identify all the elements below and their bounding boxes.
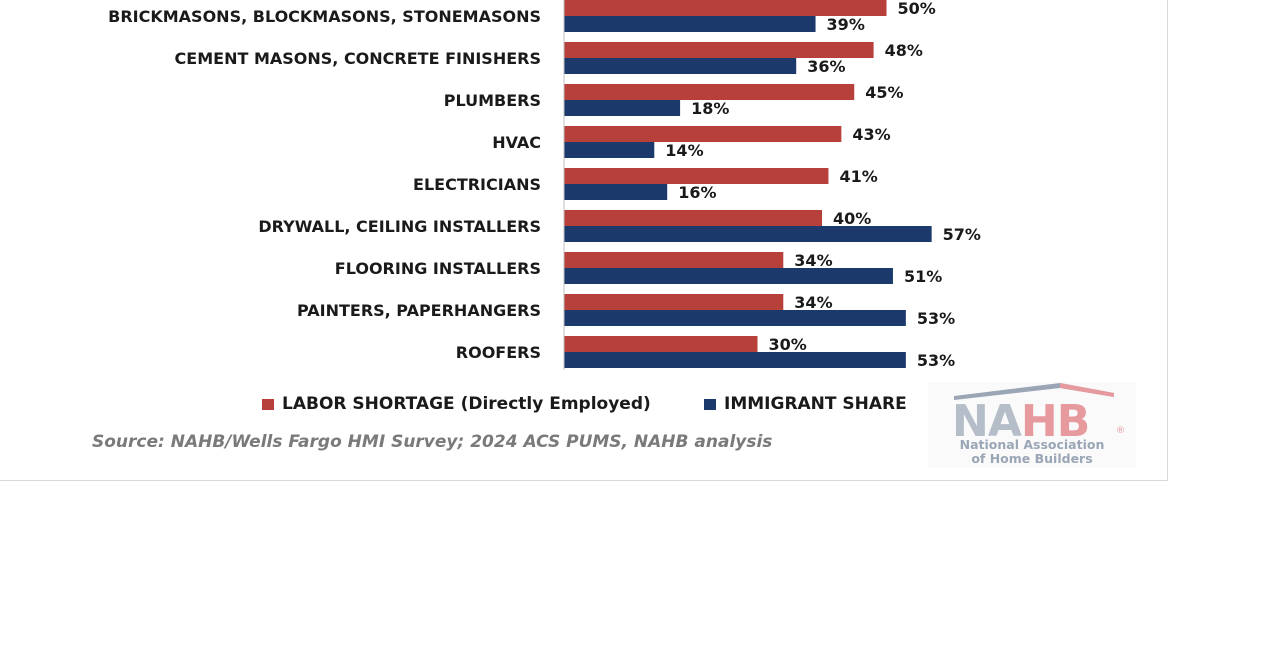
value-label-immigrant-share-hvac: 14% — [665, 141, 703, 160]
category-label-hvac: HVAC — [492, 133, 541, 152]
bar-immigrant-share-cement-masons-concrete-finishers — [564, 58, 797, 74]
bar-immigrant-share-painters-paperhangers — [564, 310, 906, 326]
bar-labor-shortage-painters-paperhangers — [564, 294, 784, 310]
logo-subtitle-line-1: National Association — [959, 437, 1105, 452]
nahb-logo: NAHB ® National Association of Home Buil… — [928, 382, 1136, 468]
bar-immigrant-share-plumbers — [564, 100, 681, 116]
value-label-immigrant-share-plumbers: 18% — [691, 99, 729, 118]
category-label-cement-masons-concrete-finishers: CEMENT MASONS, CONCRETE FINISHERS — [175, 49, 541, 68]
legend-label-immigrant-share: IMMIGRANT SHARE — [724, 394, 907, 414]
bar-immigrant-share-hvac — [564, 142, 655, 158]
legend-item-labor-shortage: LABOR SHORTAGE (Directly Employed) — [262, 392, 651, 416]
value-label-labor-shortage-roofers: 30% — [769, 335, 807, 354]
value-label-labor-shortage-drywall-ceiling-installers: 40% — [833, 209, 871, 228]
bar-labor-shortage-brickmasons-blockmasons-stonemasons — [564, 0, 887, 16]
logo-subtitle: National Association of Home Builders — [928, 438, 1136, 466]
category-label-electricians: ELECTRICIANS — [413, 175, 541, 194]
value-label-immigrant-share-electricians: 16% — [678, 183, 716, 202]
value-label-immigrant-share-cement-masons-concrete-finishers: 36% — [807, 57, 845, 76]
category-label-roofers: ROOFERS — [456, 343, 541, 362]
value-label-immigrant-share-drywall-ceiling-installers: 57% — [943, 225, 981, 244]
legend-swatch-immigrant-share — [704, 398, 716, 410]
bar-immigrant-share-brickmasons-blockmasons-stonemasons — [564, 16, 816, 32]
bar-labor-shortage-flooring-installers — [564, 252, 784, 268]
category-label-brickmasons-blockmasons-stonemasons: BRICKMASONS, BLOCKMASONS, STONEMASONS — [108, 7, 541, 26]
bar-labor-shortage-cement-masons-concrete-finishers — [564, 42, 874, 58]
value-label-labor-shortage-brickmasons-blockmasons-stonemasons: 50% — [898, 0, 936, 18]
category-label-drywall-ceiling-installers: DRYWALL, CEILING INSTALLERS — [258, 217, 541, 236]
value-label-immigrant-share-flooring-installers: 51% — [904, 267, 942, 286]
bar-immigrant-share-flooring-installers — [564, 268, 893, 284]
value-label-labor-shortage-cement-masons-concrete-finishers: 48% — [885, 41, 923, 60]
value-label-labor-shortage-flooring-installers: 34% — [794, 251, 832, 270]
logo-wordmark: NAHB — [952, 396, 1090, 447]
value-label-labor-shortage-plumbers: 45% — [865, 83, 903, 102]
category-label-plumbers: PLUMBERS — [444, 91, 541, 110]
logo-roof-icon — [954, 383, 1114, 400]
category-label-flooring-installers: FLOORING INSTALLERS — [335, 259, 541, 278]
source-note: Source: NAHB/Wells Fargo HMI Survey; 202… — [92, 432, 773, 452]
value-label-immigrant-share-roofers: 53% — [917, 351, 955, 370]
bar-immigrant-share-roofers — [564, 352, 906, 368]
bar-immigrant-share-electricians — [564, 184, 668, 200]
chart-frame: BRICKMASONS, BLOCKMASONS, STONEMASONS 50%… — [0, 0, 1168, 481]
bar-labor-shortage-roofers — [564, 336, 758, 352]
legend-label-labor-shortage: LABOR SHORTAGE (Directly Employed) — [282, 394, 651, 414]
value-label-labor-shortage-hvac: 43% — [852, 125, 890, 144]
bar-labor-shortage-electricians — [564, 168, 829, 184]
value-label-immigrant-share-brickmasons-blockmasons-stonemasons: 39% — [827, 15, 865, 34]
bar-labor-shortage-hvac — [564, 126, 842, 142]
category-label-painters-paperhangers: PAINTERS, PAPERHANGERS — [297, 301, 541, 320]
logo-registered-mark: ® — [1116, 426, 1125, 436]
value-label-immigrant-share-painters-paperhangers: 53% — [917, 309, 955, 328]
legend-swatch-labor-shortage — [262, 398, 274, 410]
legend-item-immigrant-share: IMMIGRANT SHARE — [704, 392, 907, 416]
bar-chart: BRICKMASONS, BLOCKMASONS, STONEMASONS 50%… — [108, 0, 981, 370]
value-label-labor-shortage-painters-paperhangers: 34% — [794, 293, 832, 312]
bar-labor-shortage-plumbers — [564, 84, 855, 100]
value-label-labor-shortage-electricians: 41% — [839, 167, 877, 186]
bar-labor-shortage-drywall-ceiling-installers — [564, 210, 822, 226]
logo-subtitle-line-2: of Home Builders — [971, 451, 1093, 466]
bar-immigrant-share-drywall-ceiling-installers — [564, 226, 932, 242]
